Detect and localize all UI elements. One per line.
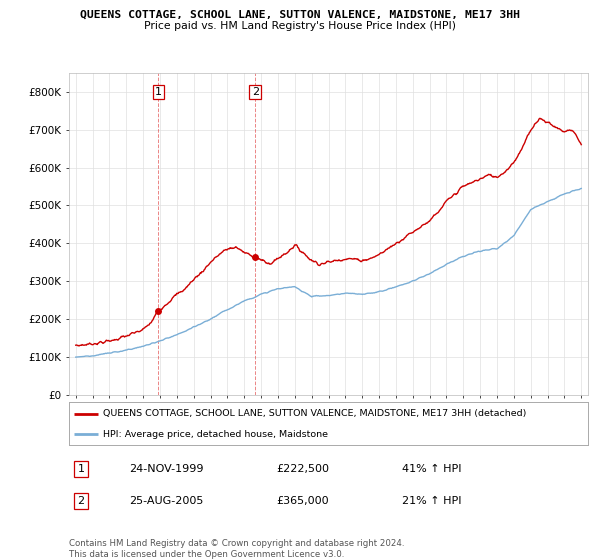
Text: Contains HM Land Registry data © Crown copyright and database right 2024.
This d: Contains HM Land Registry data © Crown c… <box>69 539 404 559</box>
Text: QUEENS COTTAGE, SCHOOL LANE, SUTTON VALENCE, MAIDSTONE, ME17 3HH (detached): QUEENS COTTAGE, SCHOOL LANE, SUTTON VALE… <box>103 409 526 418</box>
Text: QUEENS COTTAGE, SCHOOL LANE, SUTTON VALENCE, MAIDSTONE, ME17 3HH: QUEENS COTTAGE, SCHOOL LANE, SUTTON VALE… <box>80 10 520 20</box>
Text: 24-NOV-1999: 24-NOV-1999 <box>129 464 203 474</box>
Text: 1: 1 <box>155 87 162 97</box>
Text: 25-AUG-2005: 25-AUG-2005 <box>129 496 203 506</box>
Text: HPI: Average price, detached house, Maidstone: HPI: Average price, detached house, Maid… <box>103 430 328 439</box>
Text: Price paid vs. HM Land Registry's House Price Index (HPI): Price paid vs. HM Land Registry's House … <box>144 21 456 31</box>
Text: 2: 2 <box>77 496 85 506</box>
Text: 21% ↑ HPI: 21% ↑ HPI <box>402 496 461 506</box>
Text: £365,000: £365,000 <box>276 496 329 506</box>
Text: £222,500: £222,500 <box>276 464 329 474</box>
Text: 41% ↑ HPI: 41% ↑ HPI <box>402 464 461 474</box>
Text: 1: 1 <box>77 464 85 474</box>
Text: 2: 2 <box>251 87 259 97</box>
